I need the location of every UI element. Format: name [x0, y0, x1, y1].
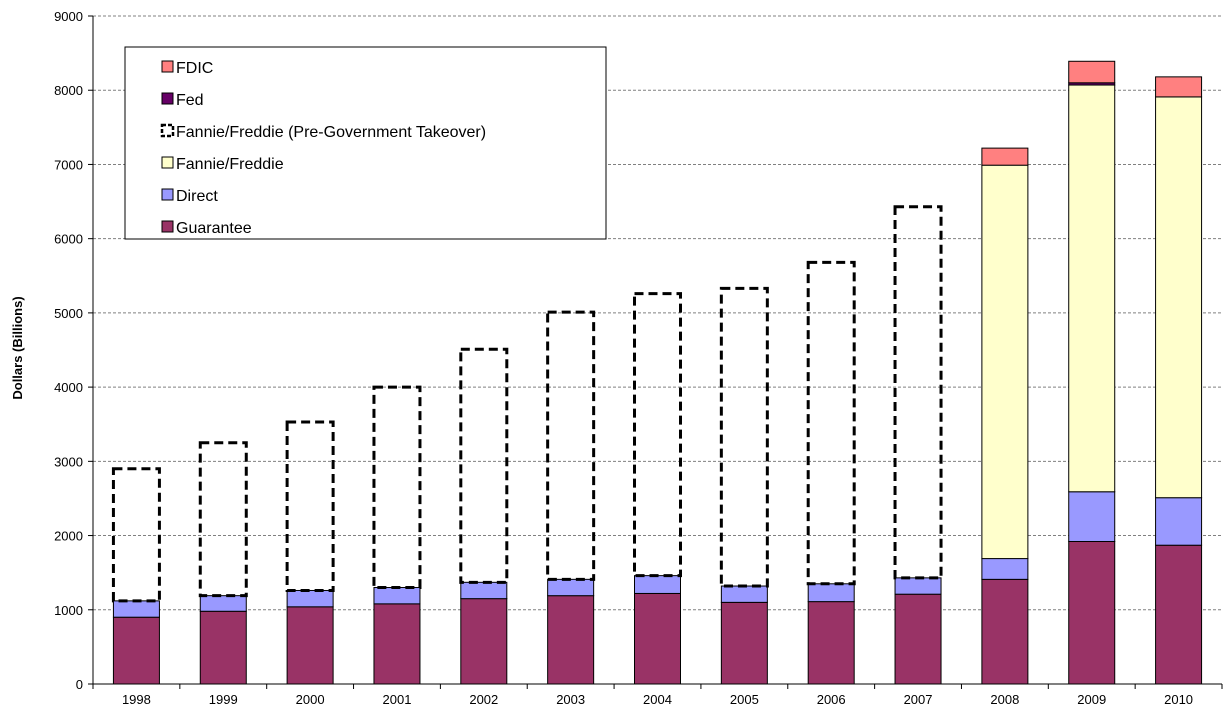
- legend: FDIC Fed Fannie/Freddie (Pre-Government Ta…: [124, 46, 607, 240]
- x-tick-label: 1998: [122, 692, 151, 707]
- bar-fannie-freddie-2009: [1068, 84, 1116, 493]
- bar-guarantee-2005: [720, 601, 768, 685]
- y-tick-label: 5000: [54, 306, 83, 321]
- legend-label-direct: Direct: [176, 188, 218, 205]
- x-tick-label: 2003: [556, 692, 585, 707]
- bar-fannie-freddie-pre-government-takeover-2001: [372, 385, 422, 590]
- bar-fdic-2008: [981, 147, 1029, 166]
- x-tick-label: 2009: [1077, 692, 1106, 707]
- x-tick-label: 2008: [990, 692, 1019, 707]
- legend-box: [124, 46, 607, 240]
- bar-fdic-2010: [1155, 76, 1203, 98]
- x-tick-label: 2004: [643, 692, 672, 707]
- bar-direct-2001: [373, 587, 421, 605]
- bar-fdic-2009: [1068, 60, 1116, 84]
- legend-swatch-fdic: [161, 60, 174, 73]
- bar-guarantee-2007: [894, 593, 942, 685]
- bar-direct-1998: [112, 600, 160, 618]
- bar-guarantee-2002: [460, 598, 508, 685]
- bar-guarantee-1999: [199, 610, 247, 685]
- bar-fannie-freddie-pre-government-takeover-2005: [719, 286, 769, 588]
- bar-guarantee-2006: [807, 601, 855, 685]
- bar-guarantee-2009: [1068, 540, 1116, 685]
- legend-swatch-fed: [161, 92, 174, 105]
- bar-guarantee-2003: [547, 595, 595, 685]
- x-tick-label: 2000: [296, 692, 325, 707]
- y-tick-label: 3000: [54, 454, 83, 469]
- bars: [111, 60, 1203, 685]
- bar-fannie-freddie-pre-government-takeover-2003: [546, 310, 596, 581]
- x-tick-label: 2005: [730, 692, 759, 707]
- legend-label-fannie-freddie: Fannie/Freddie: [176, 156, 284, 173]
- bar-direct-2002: [460, 581, 508, 600]
- x-tick-label: 2007: [904, 692, 933, 707]
- legend-label-guarantee: Guarantee: [176, 220, 252, 237]
- gridlines: [93, 15, 1222, 611]
- y-tick-label: 0: [76, 677, 83, 692]
- bar-fannie-freddie-pre-government-takeover-1999: [198, 441, 248, 598]
- bar-direct-1999: [199, 595, 247, 612]
- bar-direct-2007: [894, 577, 942, 595]
- y-tick-label: 4000: [54, 380, 83, 395]
- bar-fannie-freddie-pre-government-takeover-2006: [806, 260, 856, 586]
- x-tick-label: 2006: [817, 692, 846, 707]
- x-tick-label: 1999: [209, 692, 238, 707]
- y-tick-label: 7000: [54, 157, 83, 172]
- bar-fannie-freddie-pre-government-takeover-2002: [459, 347, 509, 584]
- bar-direct-2010: [1155, 497, 1203, 546]
- bar-guarantee-1998: [112, 616, 160, 685]
- bar-guarantee-2010: [1155, 544, 1203, 685]
- y-tick-label: 2000: [54, 529, 83, 544]
- y-tick-label: 8000: [54, 83, 83, 98]
- legend-label-fdic: FDIC: [176, 60, 213, 77]
- legend-swatch-fannie-freddie: [161, 156, 174, 169]
- bar-direct-2003: [547, 578, 595, 597]
- x-tick-label: 2002: [469, 692, 498, 707]
- y-tick-label: 6000: [54, 232, 83, 247]
- bar-fannie-freddie-2010: [1155, 96, 1203, 499]
- bar-fannie-freddie-2008: [981, 164, 1029, 560]
- bar-direct-2006: [807, 583, 855, 603]
- bar-guarantee-2000: [286, 606, 334, 685]
- legend-swatch-fannie-freddie-pre-government-takeover: [160, 123, 175, 138]
- x-tick-label: 2001: [383, 692, 412, 707]
- bar-guarantee-2008: [981, 578, 1029, 685]
- y-tick-label: 9000: [54, 9, 83, 24]
- y-tick-label: 1000: [54, 603, 83, 618]
- legend-swatch-guarantee: [161, 220, 174, 233]
- y-axis-title: Dollars (Billions): [10, 296, 25, 399]
- bar-direct-2004: [634, 575, 681, 594]
- legend-swatch-direct: [161, 188, 174, 201]
- legend-label-fed: Fed: [176, 92, 204, 109]
- bar-direct-2005: [720, 585, 768, 603]
- bar-fannie-freddie-pre-government-takeover-1998: [111, 467, 161, 603]
- axes: [88, 15, 1223, 689]
- bar-fannie-freddie-pre-government-takeover-2004: [633, 292, 682, 578]
- bar-fannie-freddie-pre-government-takeover-2000: [285, 420, 335, 592]
- bar-fannie-freddie-pre-government-takeover-2007: [893, 205, 943, 580]
- bar-guarantee-2001: [373, 603, 421, 685]
- bar-direct-2008: [981, 558, 1029, 580]
- legend-label-fannie-freddie-pre-government-takeover: Fannie/Freddie (Pre-Government Takeover): [176, 124, 486, 141]
- bar-direct-2000: [286, 589, 334, 608]
- bar-guarantee-2004: [634, 592, 681, 685]
- bar-direct-2009: [1068, 491, 1116, 542]
- x-tick-label: 2010: [1164, 692, 1193, 707]
- tick-labels: 0 1000 2000 3000 4000 5000 6000 7000 8000 9000 199…: [54, 9, 1193, 707]
